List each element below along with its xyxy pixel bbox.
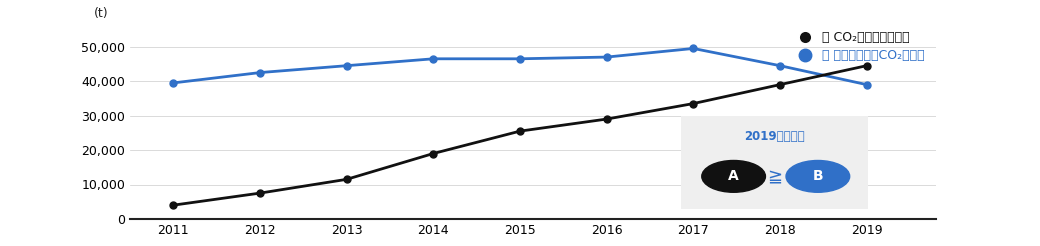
Text: 2019年度目標: 2019年度目標 [745, 130, 805, 143]
Text: (t): (t) [94, 7, 108, 20]
Circle shape [702, 160, 765, 192]
Text: B: B [812, 169, 824, 183]
Circle shape [786, 160, 850, 192]
Text: A: A [728, 169, 739, 183]
Legend: Ⓐ CO₂排出抑制貢献量, Ⓑ 島津グループCO₂排出量: Ⓐ CO₂排出抑制貢献量, Ⓑ 島津グループCO₂排出量 [787, 26, 930, 67]
Text: ≧: ≧ [768, 167, 782, 185]
